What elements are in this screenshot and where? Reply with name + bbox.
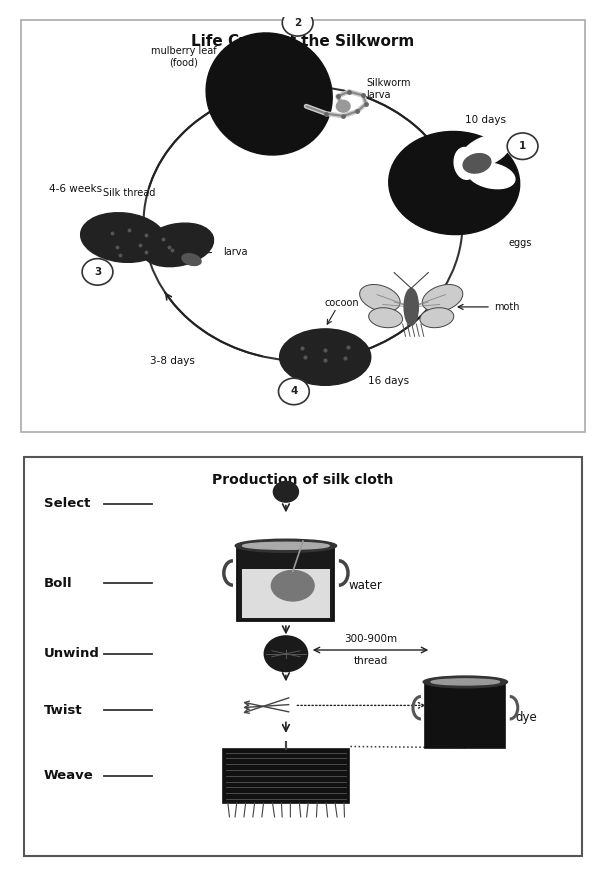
Text: dye: dye (516, 711, 538, 724)
Ellipse shape (388, 131, 520, 235)
FancyBboxPatch shape (242, 569, 330, 618)
Text: Silkworm
larva: Silkworm larva (366, 78, 410, 100)
Circle shape (507, 133, 538, 159)
Ellipse shape (423, 676, 507, 687)
Circle shape (264, 636, 308, 672)
Ellipse shape (463, 154, 491, 173)
Text: 4-6 weeks: 4-6 weeks (48, 184, 102, 194)
Ellipse shape (235, 539, 336, 553)
Text: 4: 4 (290, 387, 298, 396)
Text: 300-900m: 300-900m (344, 634, 397, 644)
Ellipse shape (420, 308, 454, 328)
FancyBboxPatch shape (425, 682, 505, 747)
Ellipse shape (368, 308, 402, 328)
Ellipse shape (81, 213, 165, 262)
Text: water: water (348, 579, 382, 592)
Text: Life Cycle of the Silkworm: Life Cycle of the Silkworm (191, 35, 415, 50)
Text: thread: thread (353, 656, 388, 666)
Text: Silk thread: Silk thread (102, 189, 155, 198)
Text: moth: moth (494, 302, 519, 312)
Text: Weave: Weave (44, 769, 93, 782)
Ellipse shape (271, 570, 314, 601)
FancyBboxPatch shape (24, 456, 582, 856)
Text: Production of silk cloth: Production of silk cloth (212, 473, 394, 487)
Ellipse shape (182, 254, 201, 265)
Circle shape (273, 481, 298, 502)
Text: 16 days: 16 days (368, 375, 409, 386)
Text: Unwind: Unwind (44, 647, 100, 660)
Text: 1: 1 (519, 141, 526, 151)
FancyBboxPatch shape (223, 749, 348, 803)
Text: 3-8 days: 3-8 days (150, 356, 195, 366)
Ellipse shape (206, 33, 332, 155)
Circle shape (279, 378, 309, 405)
Text: 2: 2 (294, 17, 301, 28)
Text: mulberry leaf
(food): mulberry leaf (food) (151, 46, 216, 68)
FancyBboxPatch shape (238, 546, 335, 620)
Circle shape (282, 10, 313, 36)
Text: larva: larva (223, 248, 247, 257)
Circle shape (336, 100, 350, 112)
Ellipse shape (461, 135, 510, 168)
Ellipse shape (359, 284, 400, 312)
Text: Boll: Boll (44, 577, 73, 590)
Ellipse shape (141, 223, 213, 267)
Text: Twist: Twist (44, 704, 82, 717)
Text: cocoon: cocoon (325, 298, 359, 308)
Ellipse shape (279, 328, 371, 385)
Ellipse shape (431, 679, 499, 685)
Ellipse shape (404, 289, 418, 325)
Text: eggs: eggs (508, 238, 531, 249)
Circle shape (82, 259, 113, 285)
Text: Select: Select (44, 497, 90, 510)
Ellipse shape (454, 148, 477, 179)
Ellipse shape (422, 284, 463, 312)
Text: 3: 3 (94, 267, 101, 277)
Ellipse shape (468, 163, 515, 189)
Ellipse shape (242, 542, 329, 549)
Text: 10 days: 10 days (465, 116, 506, 125)
FancyBboxPatch shape (21, 20, 585, 432)
